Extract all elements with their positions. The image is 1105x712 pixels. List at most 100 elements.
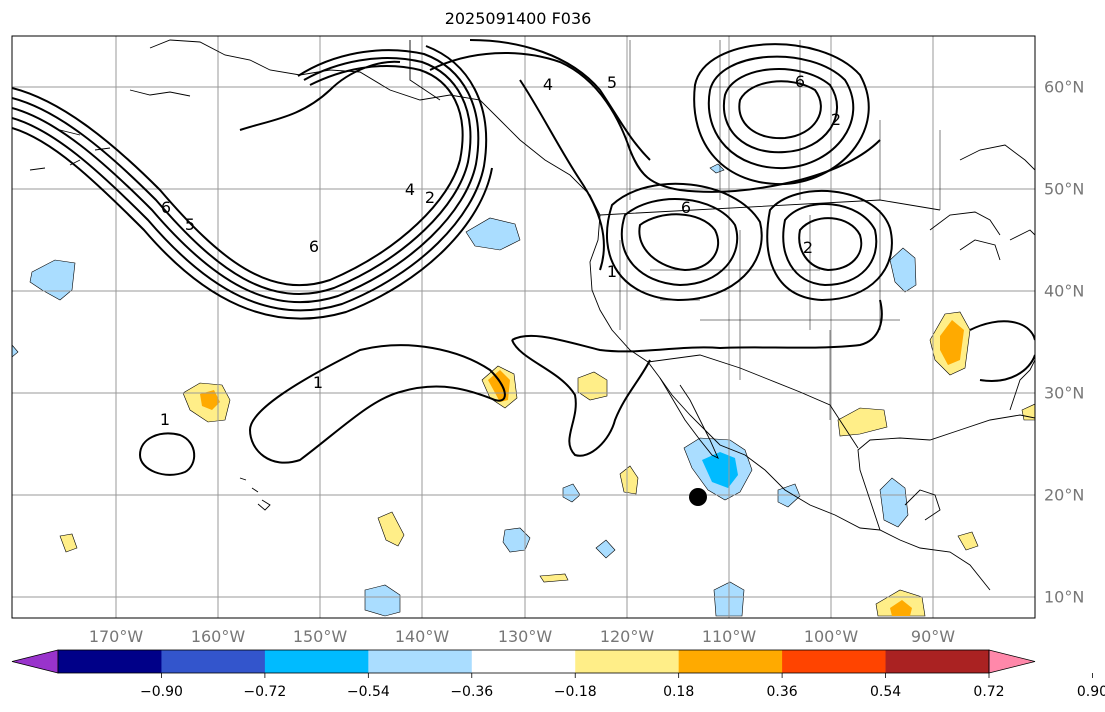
contour-hudson-low-c xyxy=(707,55,855,170)
colorbar-tick-label: 0.18 xyxy=(663,684,695,700)
colorbar-extend-low xyxy=(11,649,59,674)
longitude-label: 110°W xyxy=(701,627,757,646)
contour-label: 1 xyxy=(160,410,170,429)
shade-neg-e xyxy=(889,247,917,293)
contour-upper-ridge xyxy=(239,60,401,131)
border-provinces xyxy=(629,40,941,210)
colorbar-tick-label: −0.72 xyxy=(243,684,287,700)
colorbar-swatch xyxy=(368,650,473,673)
latitude-label: 50°N xyxy=(1044,179,1085,199)
colorbar-tick-label: −0.90 xyxy=(139,684,183,700)
contour-coast-trough xyxy=(519,79,605,271)
coast-hawaii xyxy=(239,477,271,511)
contour-small-low xyxy=(138,432,196,476)
latitude-label: 60°N xyxy=(1044,77,1085,97)
colorbar-tick-label: 0.36 xyxy=(766,684,798,700)
plot-frame xyxy=(11,35,1036,619)
contour-label: 6 xyxy=(309,237,319,256)
contour-label: 4 xyxy=(405,180,415,199)
coast-aleutian xyxy=(29,89,191,171)
colorbar-tick-label: 0.54 xyxy=(869,684,902,700)
latitude-label: 30°N xyxy=(1044,383,1085,403)
shade-neg-l xyxy=(12,344,19,358)
map-plot-area xyxy=(12,36,1035,618)
contour-label: 1 xyxy=(313,373,323,392)
colorbar-tick-label: −0.36 xyxy=(450,684,494,700)
longitude-label: 90°W xyxy=(910,627,956,646)
contour-hudson-low-d xyxy=(693,43,870,186)
shade-neg-k xyxy=(595,539,616,559)
contour-west-1 xyxy=(12,64,464,287)
contour-northwest-arc xyxy=(429,51,881,193)
coast-greatlakes xyxy=(929,211,1035,261)
colorbar-tick-label: −0.18 xyxy=(553,684,597,700)
colorbar-tick-label: 0.90 xyxy=(1076,684,1105,700)
contour-label: 2 xyxy=(803,238,813,257)
coast-florida xyxy=(1009,359,1035,411)
shade-pos-core-a xyxy=(200,390,220,410)
longitude-label: 150°W xyxy=(292,627,348,646)
colorbar-swatch xyxy=(161,650,266,673)
coastlines xyxy=(29,39,1035,591)
latitude-label: 40°N xyxy=(1044,281,1085,301)
coast-alaska xyxy=(149,39,601,216)
colorbar-extend-high xyxy=(988,649,1036,674)
colorbar-swatch xyxy=(782,650,887,673)
map-title: 2025091400 F036 xyxy=(444,9,592,28)
contour-label: 2 xyxy=(831,110,841,129)
contour-low-1 xyxy=(638,213,720,272)
anomaly-shading xyxy=(12,163,1035,617)
shade-pos-h xyxy=(59,533,78,553)
shade-neg-d xyxy=(879,477,909,528)
longitude-label: 100°W xyxy=(803,627,859,646)
contour-label: 5 xyxy=(607,73,617,92)
contour-hudson-low xyxy=(738,80,822,140)
contour-low-2c xyxy=(766,190,893,302)
contour-pac-low xyxy=(248,344,506,464)
contour-east-low xyxy=(969,320,1035,382)
colorbar-swatch xyxy=(58,650,162,673)
contour-low-1c xyxy=(606,182,763,302)
contour-low-2b xyxy=(782,203,878,287)
contour-label: 4 xyxy=(543,75,553,94)
contour-coastal-low xyxy=(511,299,883,353)
longitude-label: 170°W xyxy=(88,627,144,646)
shade-pos-core-j xyxy=(890,600,912,616)
shade-pos-c xyxy=(577,371,608,401)
contour-label: 2 xyxy=(425,188,435,207)
colorbar-tick-label: 0.72 xyxy=(973,684,1005,700)
longitude-label: 160°W xyxy=(190,627,246,646)
longitude-label: 130°W xyxy=(497,627,553,646)
coast-gulf xyxy=(857,414,1035,531)
contour-west-5 xyxy=(12,127,493,320)
shade-neg-b xyxy=(465,217,521,251)
colorbar-swatch xyxy=(575,650,680,673)
colorbar-frame xyxy=(57,649,990,674)
border-alaska xyxy=(409,40,441,101)
colorbar-swatch xyxy=(678,650,783,673)
coast-usa-west xyxy=(589,214,991,591)
contour-west-3 xyxy=(12,49,480,304)
coast-yucatan xyxy=(904,489,941,521)
shade-neg-g xyxy=(364,584,401,617)
shade-neg-m xyxy=(709,163,725,174)
contour-label: 1 xyxy=(607,262,617,281)
longitude-label: 140°W xyxy=(394,627,450,646)
shade-neg-j xyxy=(562,483,581,503)
contour-label: 5 xyxy=(185,215,195,234)
colorbar-swatch xyxy=(471,650,576,673)
shade-pos-core-e xyxy=(940,320,964,365)
colorbar-tick-label: −0.54 xyxy=(346,684,390,700)
contour-pac-tongue xyxy=(511,339,651,457)
shade-pos-g xyxy=(619,465,639,495)
contour-low-1b xyxy=(620,198,739,287)
latitude-label: 20°N xyxy=(1044,485,1085,505)
contour-label: 6 xyxy=(681,198,691,217)
contour-northwest-arc-b xyxy=(469,39,651,161)
colorbar xyxy=(11,649,1093,678)
storm-center-marker xyxy=(689,488,707,506)
latitude-label: 10°N xyxy=(1044,587,1085,607)
border-us-mexico xyxy=(647,354,859,449)
border-states xyxy=(619,210,900,420)
